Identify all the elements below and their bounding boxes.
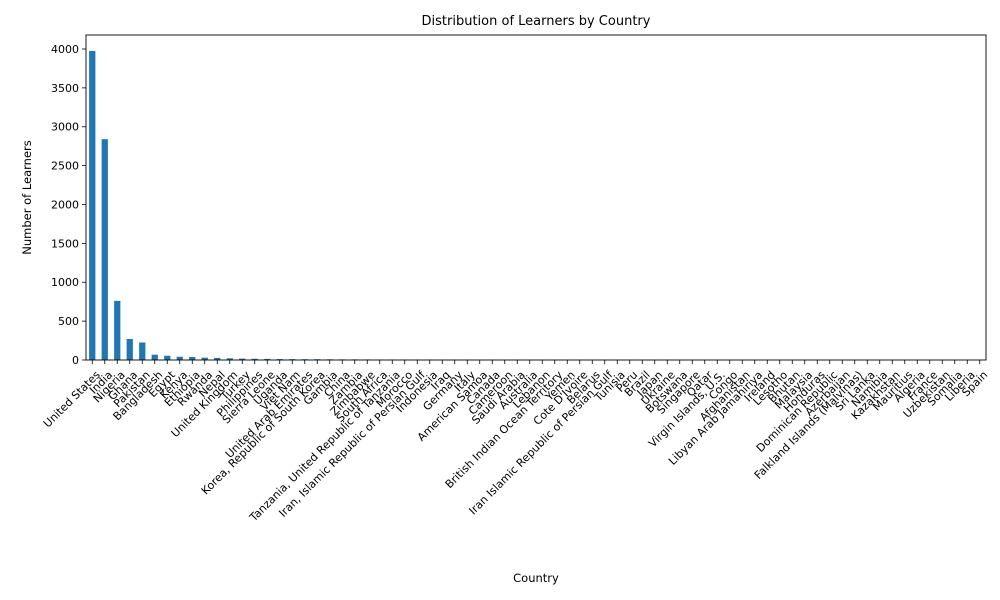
bar	[126, 339, 133, 360]
bars-group	[89, 50, 983, 360]
bar	[239, 358, 246, 360]
y-tick-label: 1500	[51, 237, 79, 250]
y-tick-label: 4000	[51, 43, 79, 56]
bar	[89, 50, 96, 360]
bar	[201, 357, 208, 360]
y-axis-ticks: 0 500 1000 1500 2000 2500 3000 3500 4000	[51, 43, 86, 367]
y-tick-label: 500	[58, 315, 79, 328]
y-tick-label: 2000	[51, 198, 79, 211]
plot-frame	[85, 34, 987, 361]
bar	[214, 357, 221, 360]
bar	[264, 358, 271, 360]
y-tick-label: 3500	[51, 82, 79, 95]
x-axis-ticks: United StatesIndiaNigeriaGhanaPakistanBa…	[41, 360, 990, 525]
bar	[189, 357, 196, 360]
y-tick-label: 3000	[51, 121, 79, 134]
bar	[226, 358, 233, 360]
bar	[276, 359, 283, 360]
bar	[251, 358, 258, 360]
bar	[101, 139, 108, 360]
bar	[114, 300, 121, 360]
bar	[176, 356, 183, 360]
bar	[151, 354, 158, 360]
y-axis-label: Number of Learners	[20, 140, 34, 255]
y-tick-label: 1000	[51, 276, 79, 289]
bar	[139, 342, 146, 360]
x-axis-label: Country	[513, 571, 559, 585]
chart-title: Distribution of Learners by Country	[422, 14, 651, 29]
bar	[164, 355, 171, 360]
y-tick-label: 2500	[51, 160, 79, 173]
y-tick-label: 0	[72, 354, 79, 367]
